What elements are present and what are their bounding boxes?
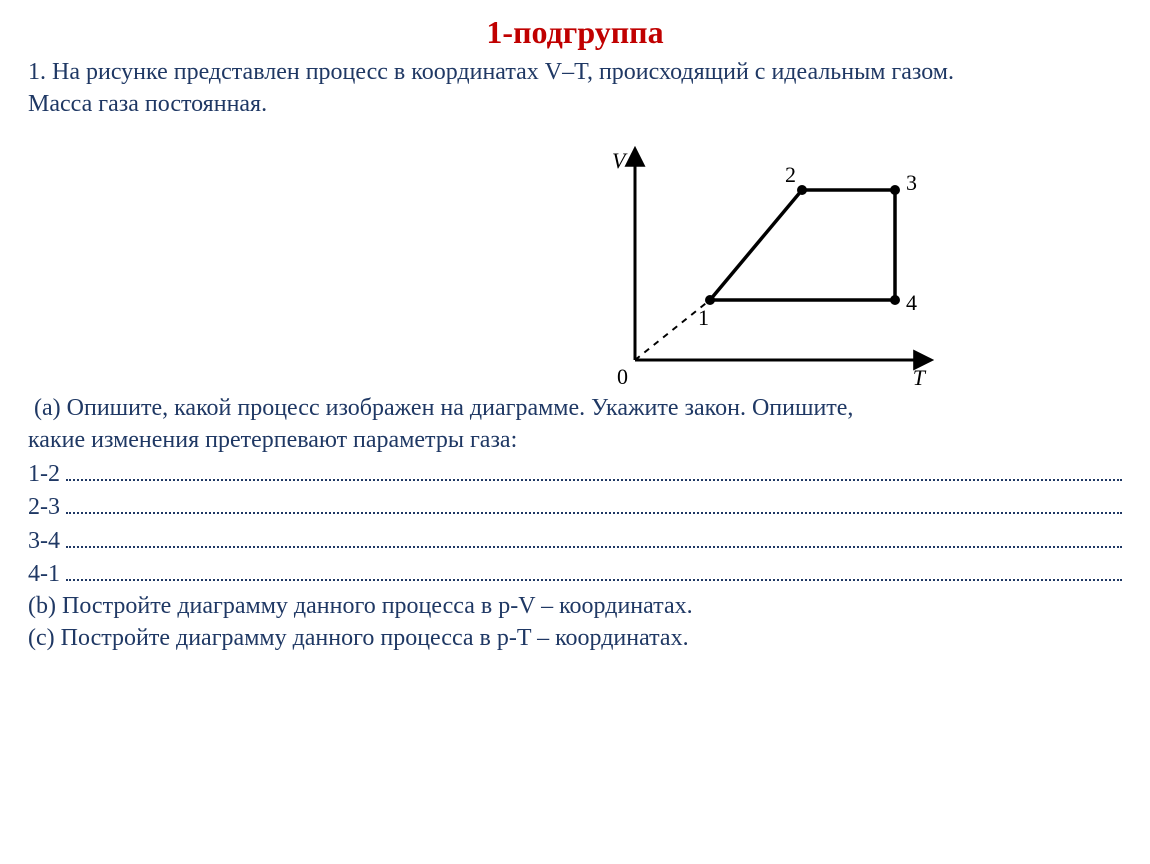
process-node bbox=[705, 295, 715, 305]
part-c: (c) Постройте диаграмму данного процесса… bbox=[28, 623, 1122, 653]
process-node-label: 4 bbox=[906, 290, 917, 315]
vt-diagram-svg: 1 2 3 4 0 T V bbox=[580, 140, 950, 400]
fill-row-dots bbox=[66, 558, 1122, 582]
process-node bbox=[890, 295, 900, 305]
fill-row-label: 3-4 bbox=[28, 526, 66, 556]
process-node-label: 2 bbox=[785, 162, 796, 187]
fill-row: 2-3 bbox=[28, 491, 1122, 523]
part-a-line1: (a) Опишите, какой процесс изображен на … bbox=[28, 393, 1122, 423]
fill-row: 1-2 bbox=[28, 457, 1122, 489]
fill-row-label: 2-3 bbox=[28, 492, 66, 522]
page: 1-подгруппа 1. На рисунке представлен пр… bbox=[0, 0, 1150, 864]
problem-intro-line2: Масса газа постоянная. bbox=[28, 89, 1122, 119]
fill-rows: 1-22-3 3-44-1 bbox=[28, 457, 1122, 589]
problem-intro-line1: На рисунке представлен процесс в координ… bbox=[52, 59, 954, 85]
fill-row: 4-1 bbox=[28, 558, 1122, 590]
part-a-line2: какие изменения претерпевают параметры г… bbox=[28, 425, 1122, 455]
fill-row-label: 1-2 bbox=[28, 459, 66, 489]
fill-row-dots bbox=[66, 491, 1122, 515]
x-axis-label: T bbox=[913, 365, 927, 390]
diagram-spacer bbox=[28, 121, 1122, 391]
part-b: (b) Постройте диаграмму данного процесса… bbox=[28, 591, 1122, 621]
y-axis-label: V bbox=[612, 148, 628, 173]
fill-row: 3-4 bbox=[28, 524, 1122, 556]
process-node-label: 3 bbox=[906, 170, 917, 195]
origin-label: 0 bbox=[617, 364, 628, 389]
process-node bbox=[890, 185, 900, 195]
process-edge bbox=[710, 190, 802, 300]
fill-row-dots bbox=[66, 524, 1122, 548]
problem-body: 1. На рисунке представлен процесс в коор… bbox=[28, 57, 1122, 653]
process-node bbox=[797, 185, 807, 195]
problem-number: 1. bbox=[28, 59, 46, 85]
vt-diagram: 1 2 3 4 0 T V bbox=[580, 140, 950, 400]
fill-row-label: 4-1 bbox=[28, 559, 66, 589]
process-node-label: 1 bbox=[698, 305, 709, 330]
fill-row-dots bbox=[66, 457, 1122, 481]
problem-intro: 1. На рисунке представлен процесс в коор… bbox=[28, 57, 1122, 87]
page-title: 1-подгруппа bbox=[28, 14, 1122, 51]
